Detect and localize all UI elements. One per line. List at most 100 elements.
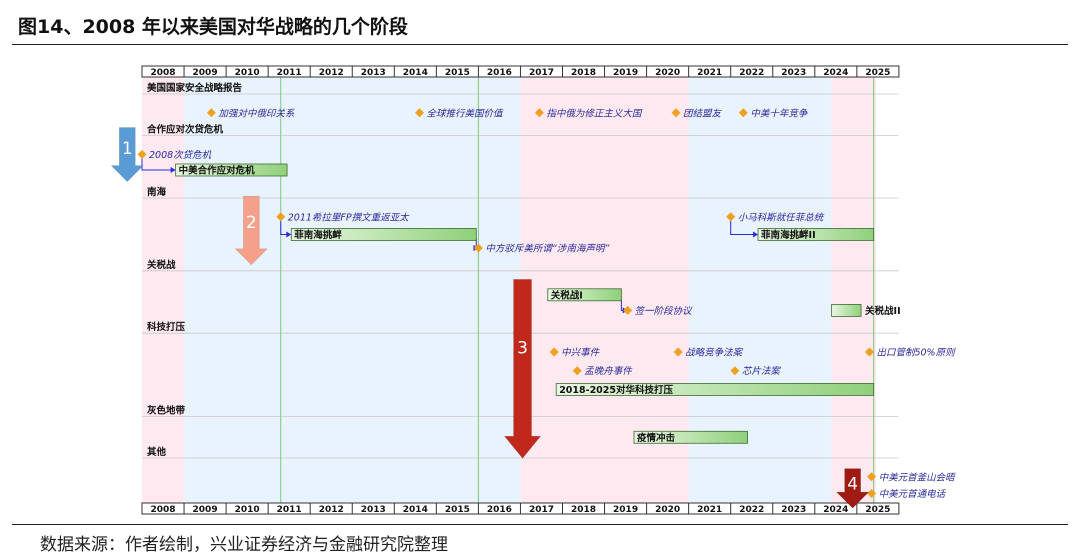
event-label: 小马科斯就任菲总统	[738, 211, 825, 223]
milestone-lines	[280, 77, 875, 503]
event-label: 中兴事件	[561, 348, 601, 359]
category-label: 美国国家安全战略报告	[146, 82, 243, 94]
year-tick-label: 2022	[739, 68, 764, 78]
event-diamond	[206, 108, 216, 118]
connector-line	[141, 158, 173, 171]
year-tick-label: 2018	[571, 68, 596, 78]
phase-arrow	[503, 279, 542, 459]
event-diamond	[415, 108, 425, 118]
event-diamond	[137, 149, 147, 159]
phase-bar	[633, 430, 748, 444]
phase-arrow-number: 2	[246, 213, 257, 233]
event-label: 战略竞争法案	[685, 347, 744, 359]
year-tick-label: 2013	[361, 505, 386, 515]
event-label: 中美元首通电话	[879, 488, 947, 500]
year-tick-label: 2025	[865, 68, 890, 78]
phase-arrow	[234, 195, 269, 266]
year-tick-label: 2010	[235, 68, 260, 78]
year-tick-label: 2023	[781, 505, 806, 515]
year-tick-label: 2017	[529, 68, 554, 78]
category-label: 科技打压	[147, 321, 186, 333]
event-diamond	[867, 488, 877, 498]
phase-bar-label: 菲南海挑衅II	[761, 229, 816, 241]
event-label: 加强对中俄印关系	[218, 108, 295, 119]
phase-bar-label: 中美合作应对危机	[179, 165, 256, 177]
event-label: 签一阶段协议	[635, 305, 694, 317]
phase-bar	[757, 228, 875, 241]
event-label: 指中俄为修正主义大国	[546, 107, 643, 119]
year-tick-label: 2024	[823, 68, 848, 78]
event-diamond	[738, 108, 748, 118]
connector-arrowhead	[286, 231, 292, 238]
event-diamond	[671, 108, 681, 118]
phase-arrow-number: 1	[122, 139, 133, 159]
event-label: 孟晚舟事件	[584, 365, 633, 377]
event-diamond	[867, 472, 877, 482]
phase-bar	[290, 228, 477, 241]
event-label: 出口管制50%原则	[876, 347, 956, 359]
event-diamond	[534, 108, 544, 118]
phase-arrow	[835, 468, 870, 509]
year-tick-label: 2008	[150, 68, 175, 78]
year-tick-label: 2021	[697, 505, 722, 515]
year-tick-label: 2015	[445, 68, 470, 78]
event-diamond	[473, 243, 483, 253]
year-tick-label: 2024	[823, 505, 848, 515]
year-tick-label: 2016	[487, 68, 512, 78]
phase-bar-label: 关税战II	[865, 305, 901, 317]
connector-arrowhead	[753, 231, 759, 238]
event-label: 全球推行美国价值	[427, 107, 505, 119]
year-tick-label: 2016	[487, 505, 512, 515]
event-label: 中美十年竞争	[750, 107, 809, 119]
event-diamond	[276, 212, 286, 222]
event-label: 中方驳斥美所谓“涉南海声明”	[485, 243, 609, 255]
category-label: 合作应对次贷危机	[147, 124, 224, 136]
year-tick-label: 2011	[277, 505, 302, 515]
phase-bar	[555, 383, 875, 396]
phase-bar-label: 关税战I	[551, 289, 583, 301]
period-band	[831, 77, 876, 503]
source-note: 数据来源：作者绘制，兴业证券经济与金融研究院整理	[40, 535, 448, 555]
event-diamond	[726, 212, 736, 222]
event-markers: 加强对中俄印关系 全球推行美国价值 指中俄为修正主义大国 团结盟友 中美十年竞争 2008…	[137, 107, 957, 500]
phase-bar	[547, 288, 622, 302]
connector-arrowhead	[170, 167, 176, 173]
event-label: 2011希拉里FP撰文重返亚太	[288, 211, 410, 223]
page-title: 图14、2008 年以来美国对华战略的几个阶段	[18, 16, 408, 38]
year-tick-label: 2008	[150, 505, 175, 515]
event-diamond	[730, 366, 740, 376]
category-label: 南海	[147, 186, 167, 198]
year-axis-top: 2008 2009 2010 2011 2012 2013 2014 2015 2016 2017…	[141, 65, 900, 78]
connector-line	[730, 220, 756, 235]
event-label: 2008次贷危机	[149, 149, 212, 161]
title-rule	[12, 44, 1068, 45]
event-diamond	[864, 347, 874, 357]
phase-arrow-number: 4	[847, 475, 858, 495]
year-tick-label: 2019	[613, 505, 638, 515]
phase-arrow	[110, 127, 145, 183]
year-tick-label: 2025	[865, 505, 890, 515]
event-diamond	[623, 305, 633, 315]
connector-line	[280, 220, 289, 235]
year-tick-label: 2014	[403, 68, 428, 78]
year-tick-label: 2014	[403, 505, 428, 515]
phase-bar-label: 2018-2025对华科技打压	[559, 384, 673, 396]
phase-bar-label: 菲南海挑衅	[294, 229, 342, 241]
phase-arrow-number: 3	[517, 338, 528, 358]
event-diamond	[673, 347, 683, 357]
year-tick-label: 2021	[697, 68, 722, 78]
event-diamond	[549, 347, 559, 357]
category-label: 关税战	[147, 259, 176, 271]
event-label: 中美元首釜山会晤	[879, 471, 957, 483]
phase-arrows: 1 2 3 4	[110, 127, 870, 509]
year-tick-label: 2013	[361, 68, 386, 78]
year-tick-label: 2010	[235, 505, 260, 515]
year-tick-label: 2023	[781, 68, 806, 78]
year-tick-label: 2012	[319, 68, 344, 78]
category-label: 其他	[147, 446, 167, 458]
year-tick-label: 2022	[739, 505, 764, 515]
year-tick-label: 2009	[193, 505, 218, 515]
